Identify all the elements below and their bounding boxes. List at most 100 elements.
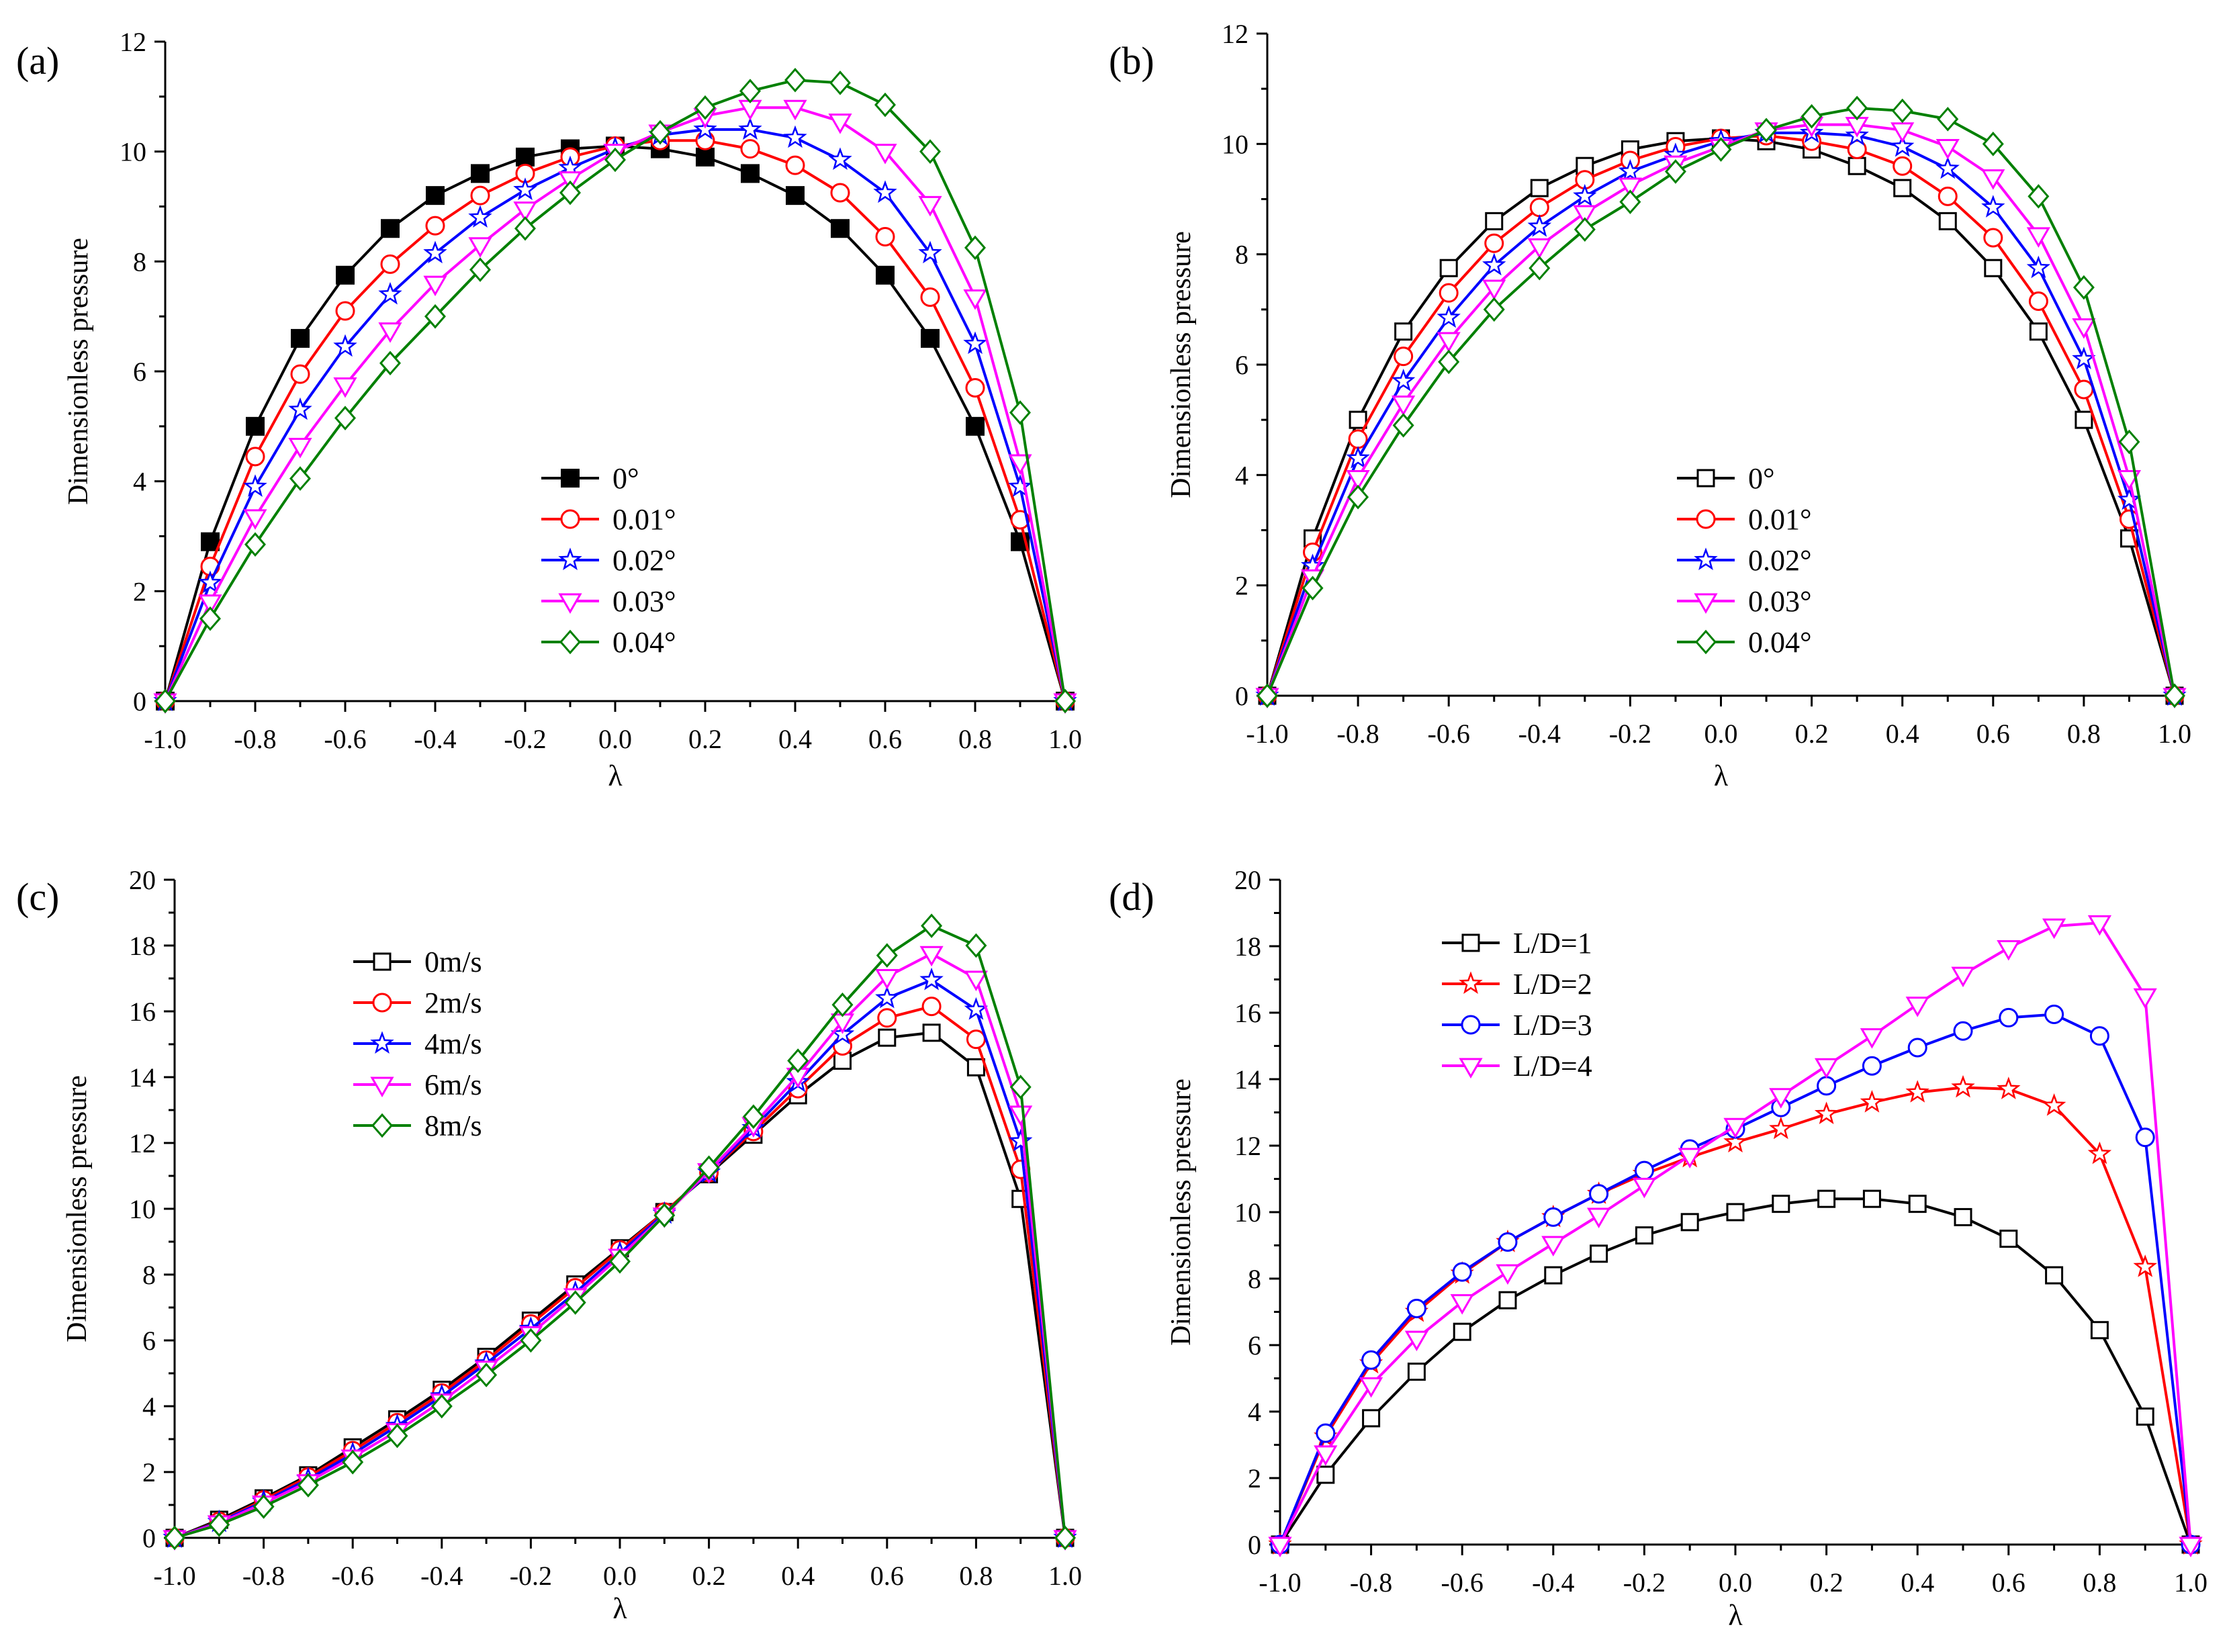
x-tick-label: -0.2 [504,724,546,754]
data-point [1772,1195,1790,1213]
x-tick-label: 1.0 [1048,1561,1082,1591]
data-point [201,532,220,551]
data-point [1346,469,1370,491]
data-point [2028,184,2050,209]
data-point [2089,1026,2109,1046]
data-point [873,144,897,165]
panel-label: (a) [16,39,59,83]
data-point [740,139,760,159]
data-point [1726,1203,1745,1222]
data-point [1498,1232,1518,1252]
legend-label: 6m/s [424,1068,482,1101]
data-point [1954,1207,1972,1226]
legend-marker [1694,593,1718,614]
data-point [693,117,717,140]
data-point [964,997,989,1020]
legend-label: 0.03° [612,585,676,618]
data-point [253,1494,275,1519]
data-point [1302,576,1324,601]
data-point [2045,1266,2064,1285]
y-tick-label: 4 [1235,460,1248,490]
x-tick-label: 0.6 [868,724,902,754]
data-point [513,201,537,222]
x-tick-label: -0.8 [1350,1567,1392,1598]
y-axis-label: Dimensionless pressure [1166,1079,1197,1346]
data-point [919,967,944,991]
legend-label: 0.01° [1748,503,1812,536]
data-point [966,1029,986,1050]
y-tick-label: 12 [1222,19,1248,49]
data-point [1891,122,1915,143]
data-point [1450,1294,1474,1315]
data-point [334,406,356,430]
data-point [1635,1226,1653,1245]
y-tick-label: 6 [133,357,146,387]
chart-panel-3: (c) -1.0 -0.8 -0.6 -0.4 -0.2 0.0 0.2 0.4 0.6 0.8 1.… [16,865,1082,1625]
y-tick-label: 12 [129,1128,156,1158]
data-point [741,164,760,183]
data-point [1438,349,1460,375]
data-point [1361,1350,1381,1370]
data-point [2179,1536,2203,1558]
x-tick-label: 1.0 [2158,719,2191,749]
x-tick-label: -1.0 [153,1561,195,1591]
data-point [1817,1076,1837,1096]
data-point [245,447,265,467]
x-tick-label: -0.8 [234,724,276,754]
x-tick-label: 0.0 [1719,1567,1752,1598]
x-tick-label: -0.4 [420,1561,463,1591]
data-point [513,177,537,201]
data-point [919,946,944,967]
data-point [828,113,852,134]
data-point [2136,1407,2154,1426]
data-point [1756,118,1778,143]
legend-marker [370,1031,394,1054]
data-point [1009,1074,1032,1099]
data-point [920,287,940,308]
data-point [2074,379,2094,400]
data-point [918,240,942,264]
data-point [514,216,536,241]
data-point [874,92,896,118]
x-tick-label: -0.4 [1518,719,1561,749]
data-point [1484,233,1504,253]
legend-label: L/D=1 [1513,927,1592,960]
y-tick-label: 14 [129,1062,156,1093]
x-tick-label: -0.8 [1336,719,1379,749]
data-point [243,509,267,530]
data-point [1951,1074,1975,1098]
data-point [875,969,899,990]
data-point [1268,1536,1292,1558]
series-5 [164,913,1076,1551]
legend-marker [1459,1058,1483,1079]
data-point [1723,1117,1747,1139]
y-tick-label: 16 [1234,998,1261,1028]
x-tick-label: -0.4 [1532,1567,1574,1598]
data-point [2087,1141,2112,1164]
data-point [1482,279,1506,300]
x-tick-label: 0.8 [2083,1567,2116,1598]
data-point [877,1008,897,1028]
data-point [1848,156,1866,175]
data-point [1529,255,1551,281]
y-tick-label: 0 [1235,681,1248,711]
data-point [1860,1028,1884,1049]
y-tick-label: 18 [1234,931,1261,962]
data-point [2118,429,2140,455]
data-point [1483,297,1505,322]
x-tick-label: 1.0 [2174,1567,2207,1598]
y-tick-label: 18 [129,931,156,961]
data-point [1678,1148,1702,1168]
data-point [1664,159,1686,184]
legend-label: 8m/s [424,1109,482,1142]
data-point [342,1450,364,1475]
data-point [1953,1021,1973,1041]
data-point [1574,217,1596,242]
y-tick-label: 6 [1235,350,1248,380]
data-point [1257,683,1278,708]
data-point [1587,1207,1611,1228]
data-point [604,147,626,173]
y-tick-label: 12 [120,27,146,57]
x-tick-label: 0.6 [870,1561,904,1591]
